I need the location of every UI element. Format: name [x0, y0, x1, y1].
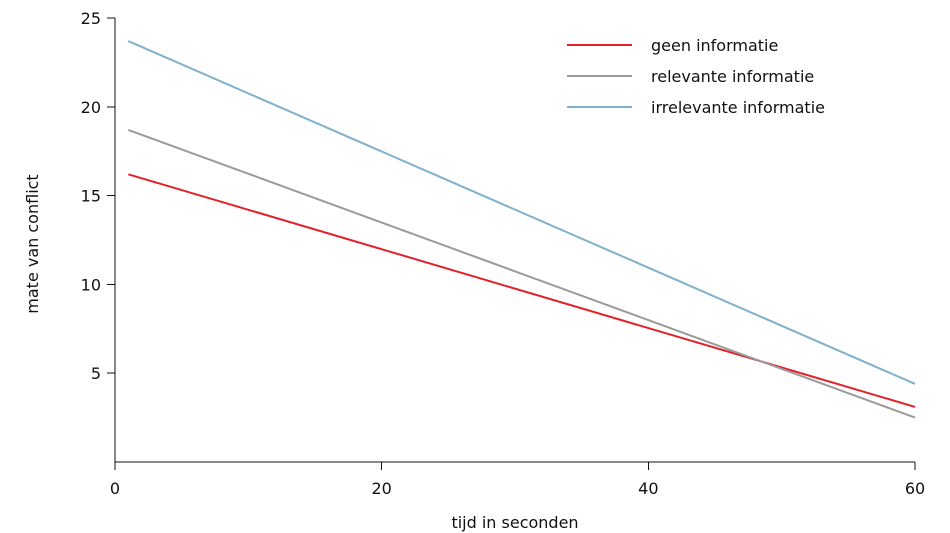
x-axis-label: tijd in seconden: [451, 513, 578, 532]
legend-label-1: geen informatie: [651, 36, 778, 55]
x-tick-label: 0: [110, 479, 120, 498]
series-line-2: [127, 128, 916, 419]
series-line-3: [127, 40, 916, 385]
x-tick-label: 20: [371, 479, 391, 498]
y-tick-label: 25: [81, 9, 101, 28]
series-lines: [127, 40, 916, 419]
y-axis-ticks: 5 10 15 20 25: [81, 9, 115, 383]
x-axis-ticks: 0 20 40 60: [110, 462, 925, 498]
legend-label-2: relevante informatie: [651, 67, 814, 86]
y-tick-label: 5: [91, 364, 101, 383]
legend-label-3: irrelevante informatie: [651, 98, 825, 117]
axes: [114, 18, 915, 463]
y-axis-label: mate van conflict: [23, 174, 42, 313]
x-tick-label: 40: [638, 479, 658, 498]
y-tick-label: 20: [81, 98, 101, 117]
legend: geen informatie relevante informatie irrel…: [567, 36, 825, 117]
y-tick-label: 15: [81, 187, 101, 206]
y-tick-label: 10: [81, 275, 101, 294]
series-line-1: [128, 173, 916, 408]
x-tick-label: 60: [905, 479, 925, 498]
